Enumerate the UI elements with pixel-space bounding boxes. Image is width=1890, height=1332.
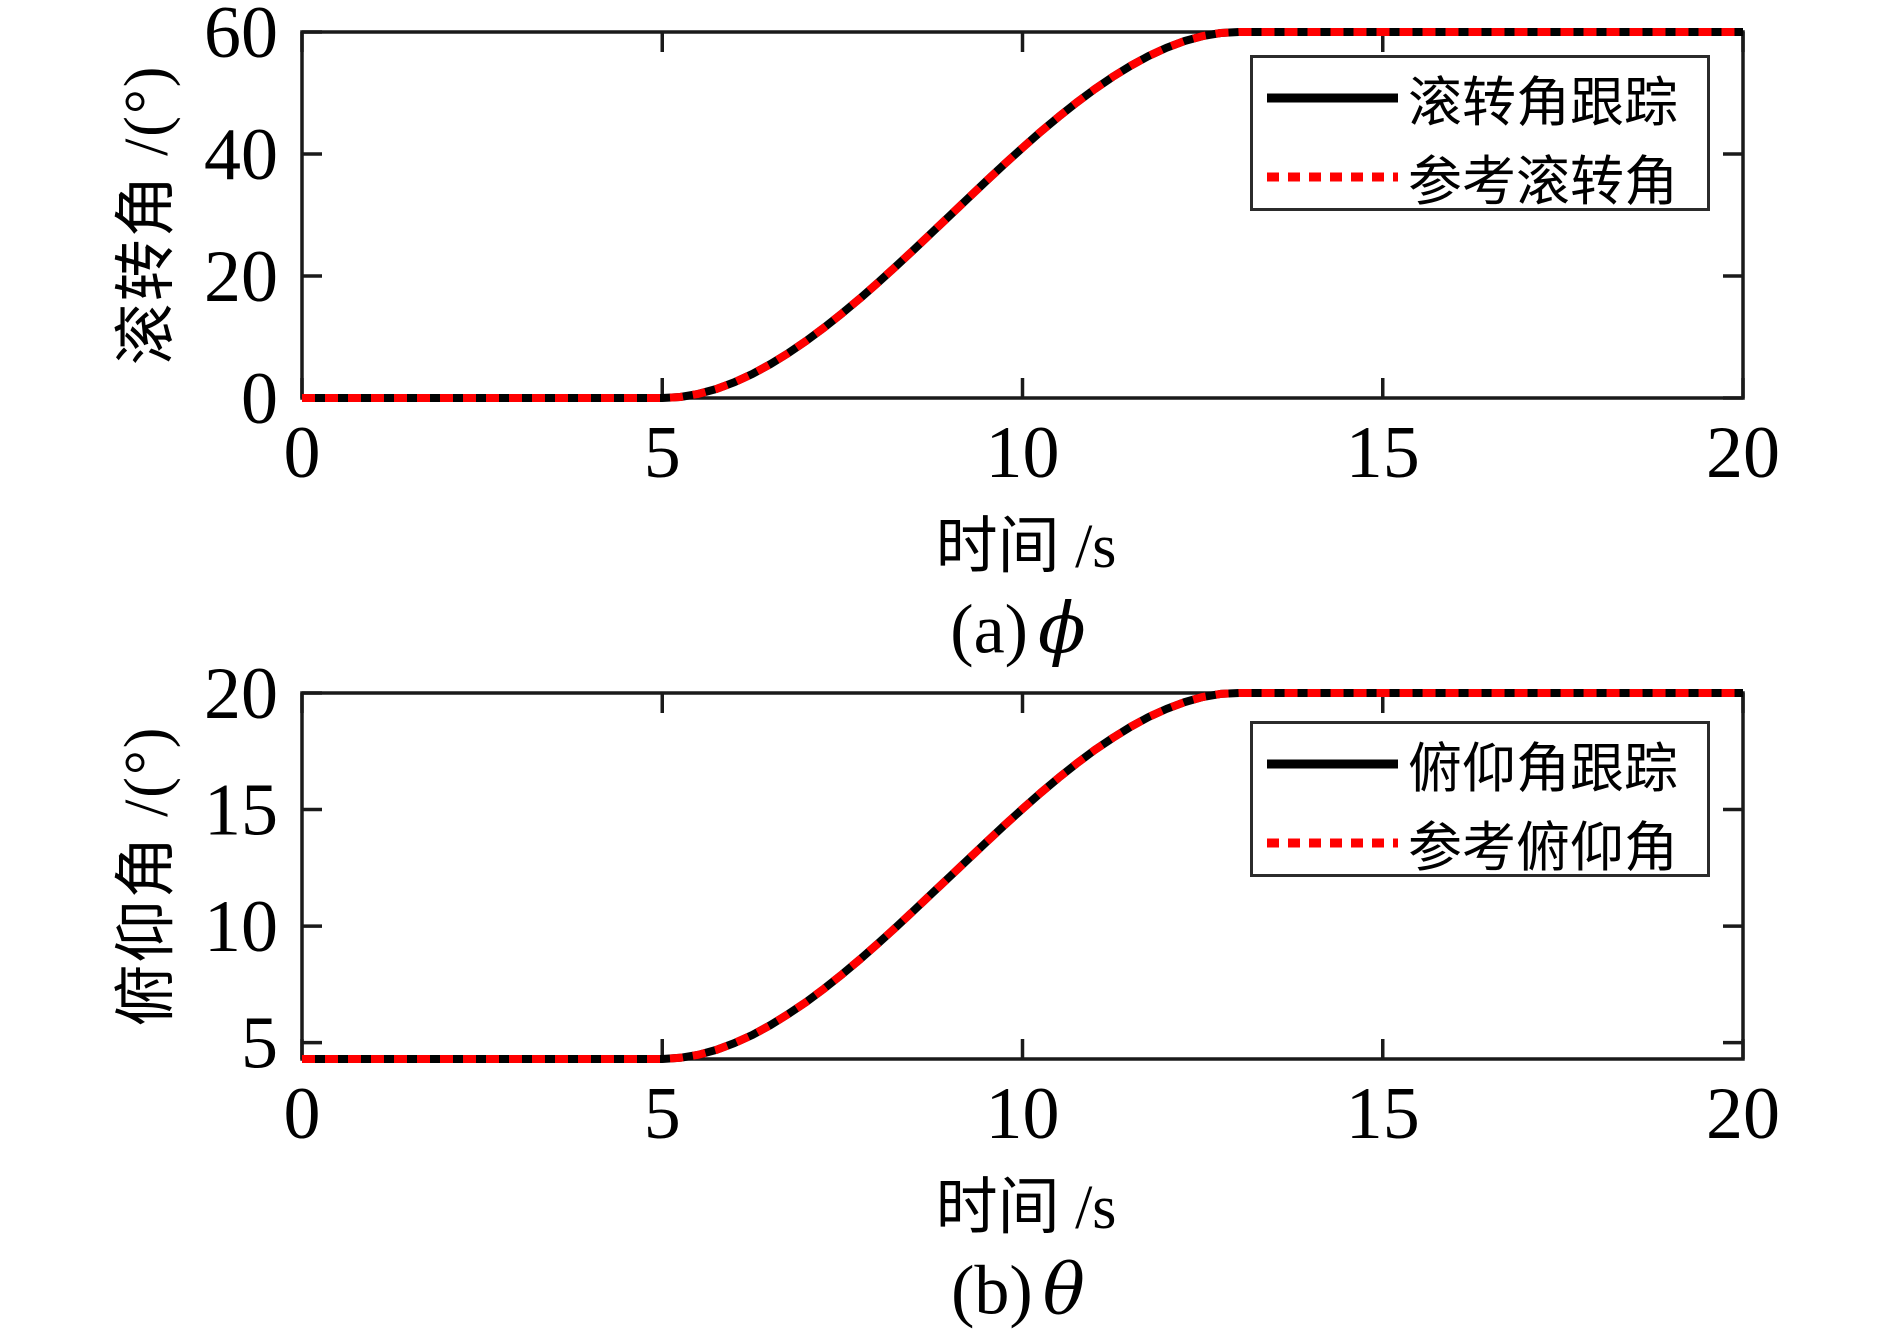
y-axis-label-pitch: 俯仰角 /(°) — [113, 725, 181, 1027]
x-axis-label-top: 时间 /s — [935, 513, 1117, 581]
x-tick-label: 15 — [1346, 412, 1420, 494]
x-axis-label-bottom: 时间 /s — [935, 1174, 1117, 1242]
legend-label-pitch-tracking: 俯仰角跟踪 — [1408, 739, 1678, 799]
y-tick-label: 40 — [204, 114, 278, 196]
chart-0: 0 5 10 15 20 0 20 40 60 — [204, 0, 1780, 494]
legend-line-dashed-red — [1267, 172, 1398, 181]
subplot-caption-b: (b) θ — [951, 1249, 1085, 1332]
y-tick-label: 20 — [204, 236, 278, 318]
legend-row-pitch-reference: 参考俯仰角 — [1265, 803, 1707, 882]
y-tick-label: 60 — [204, 0, 278, 74]
y-tick-label: 20 — [204, 653, 278, 735]
legend-label-pitch-reference: 参考俯仰角 — [1408, 818, 1678, 878]
legend-label-roll-reference: 参考滚转角 — [1408, 152, 1678, 212]
legend-label-roll-tracking: 滚转角跟踪 — [1408, 73, 1678, 133]
legend-row-roll-reference: 参考滚转角 — [1265, 137, 1707, 216]
x-tick-label: 5 — [644, 412, 681, 494]
y-tick-label: 10 — [204, 886, 278, 968]
x-tick-label: 20 — [1706, 412, 1780, 494]
legend-line-solid-black — [1267, 759, 1398, 768]
x-tick-label: 10 — [986, 412, 1060, 494]
legend-line-solid-black — [1267, 93, 1398, 102]
x-tick-label: 0 — [284, 1073, 321, 1155]
legend-pitch: 俯仰角跟踪 参考俯仰角 — [1250, 721, 1710, 878]
caption-a-prefix: (a) — [950, 591, 1028, 669]
caption-b-prefix: (b) — [951, 1252, 1033, 1330]
x-tick-label: 0 — [284, 412, 321, 494]
caption-a-symbol: ϕ — [1037, 587, 1086, 670]
x-tick-label: 15 — [1346, 1073, 1420, 1155]
legend-roll: 滚转角跟踪 参考滚转角 — [1250, 55, 1710, 212]
y-tick-label: 5 — [241, 1003, 278, 1085]
caption-b-symbol: θ — [1042, 1248, 1085, 1331]
x-tick-label: 20 — [1706, 1073, 1780, 1155]
series-line-dashed — [302, 689, 1743, 1063]
legend-row-pitch-tracking: 俯仰角跟踪 — [1265, 724, 1707, 803]
subplot-caption-a: (a) ϕ — [950, 588, 1085, 671]
legend-row-roll-tracking: 滚转角跟踪 — [1265, 58, 1707, 137]
y-tick-label: 0 — [241, 358, 278, 440]
y-axis-label-roll: 滚转角 /(°) — [113, 64, 181, 366]
series-line-dashed — [302, 28, 1743, 402]
x-tick-label: 5 — [644, 1073, 681, 1155]
y-tick-label: 15 — [204, 770, 278, 852]
x-tick-label: 10 — [986, 1073, 1060, 1155]
legend-line-dashed-red — [1267, 838, 1398, 847]
